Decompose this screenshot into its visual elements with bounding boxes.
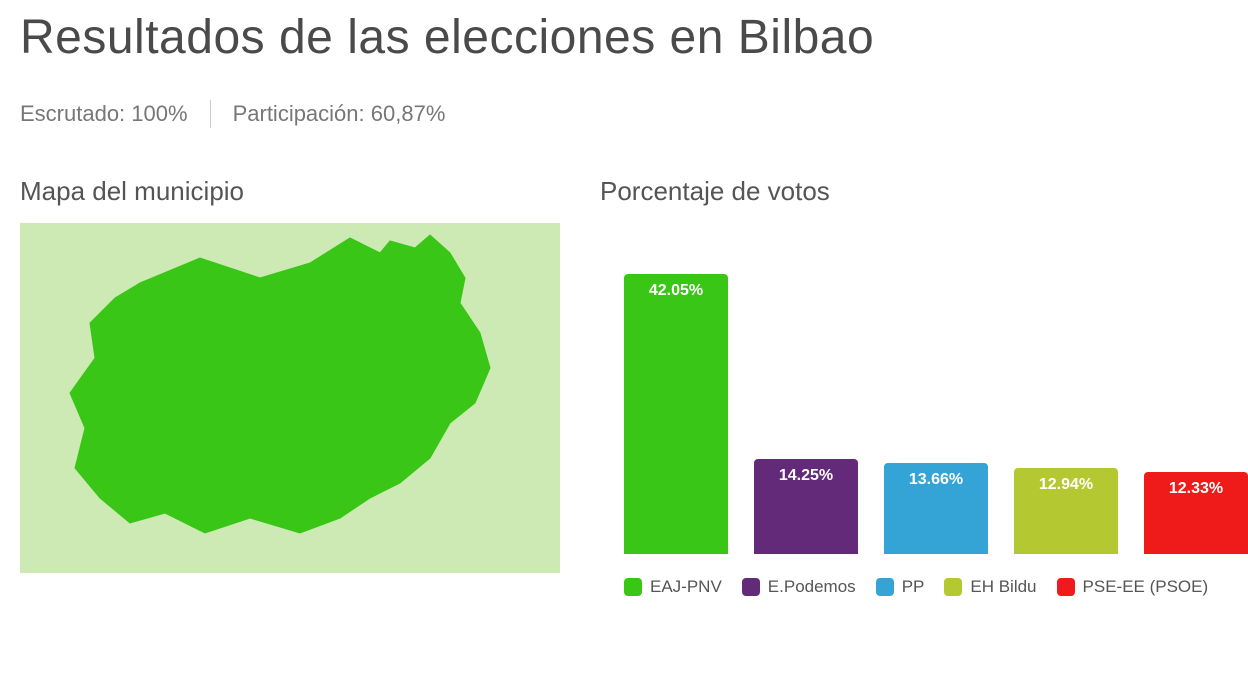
bar-wrap: 12.94% (1014, 468, 1118, 554)
legend-swatch (876, 578, 894, 596)
bar-value-label: 12.33% (1169, 480, 1223, 498)
legend-item: E.Podemos (742, 577, 856, 597)
legend-swatch (624, 578, 642, 596)
legend-label: EAJ-PNV (650, 577, 722, 597)
bar-chart: 42.05% 14.25% 13.66% 12.94% 12.33% (600, 223, 1228, 563)
bar-value-label: 13.66% (909, 471, 963, 489)
legend-label: EH Bildu (970, 577, 1036, 597)
legend-swatch (1057, 578, 1075, 596)
bar-value-label: 14.25% (779, 467, 833, 485)
bar: 13.66% (884, 463, 988, 554)
map-title: Mapa del municipio (20, 176, 560, 207)
chart-column: Porcentaje de votos 42.05% 14.25% 13.66% 12… (600, 176, 1228, 597)
bar-wrap: 13.66% (884, 463, 988, 554)
legend-swatch (944, 578, 962, 596)
legend-label: E.Podemos (768, 577, 856, 597)
stat-divider (210, 100, 211, 128)
bar-value-label: 42.05% (649, 282, 703, 300)
bar-wrap: 42.05% (624, 274, 728, 554)
bar-wrap: 14.25% (754, 459, 858, 554)
stat-escrutado-label: Escrutado: (20, 101, 125, 126)
map-container (20, 223, 560, 573)
stat-escrutado: Escrutado: 100% (20, 101, 210, 127)
legend-swatch (742, 578, 760, 596)
stat-escrutado-value: 100% (131, 101, 187, 126)
municipality-shape (70, 235, 490, 533)
bar-wrap: 12.33% (1144, 472, 1248, 554)
map-column: Mapa del municipio (20, 176, 560, 597)
legend-item: PSE-EE (PSOE) (1057, 577, 1209, 597)
bar: 12.94% (1014, 468, 1118, 554)
bar-value-label: 12.94% (1039, 476, 1093, 494)
bar: 14.25% (754, 459, 858, 554)
chart-legend: EAJ-PNV E.Podemos PP EH Bildu PSE-EE (PSOE) (600, 577, 1228, 597)
legend-item: EH Bildu (944, 577, 1036, 597)
stat-participacion-label: Participación: (233, 101, 365, 126)
chart-title: Porcentaje de votos (600, 176, 1228, 207)
content-columns: Mapa del municipio Porcentaje de votos 4… (20, 176, 1228, 597)
stat-participacion: Participación: 60,87% (233, 101, 468, 127)
legend-label: PP (902, 577, 925, 597)
legend-item: EAJ-PNV (624, 577, 722, 597)
bar: 12.33% (1144, 472, 1248, 554)
stats-row: Escrutado: 100% Participación: 60,87% (20, 100, 1228, 128)
municipality-map (20, 223, 560, 573)
legend-label: PSE-EE (PSOE) (1083, 577, 1209, 597)
page-title: Resultados de las elecciones en Bilbao (20, 10, 1228, 65)
legend-item: PP (876, 577, 925, 597)
stat-participacion-value: 60,87% (371, 101, 446, 126)
bar: 42.05% (624, 274, 728, 554)
